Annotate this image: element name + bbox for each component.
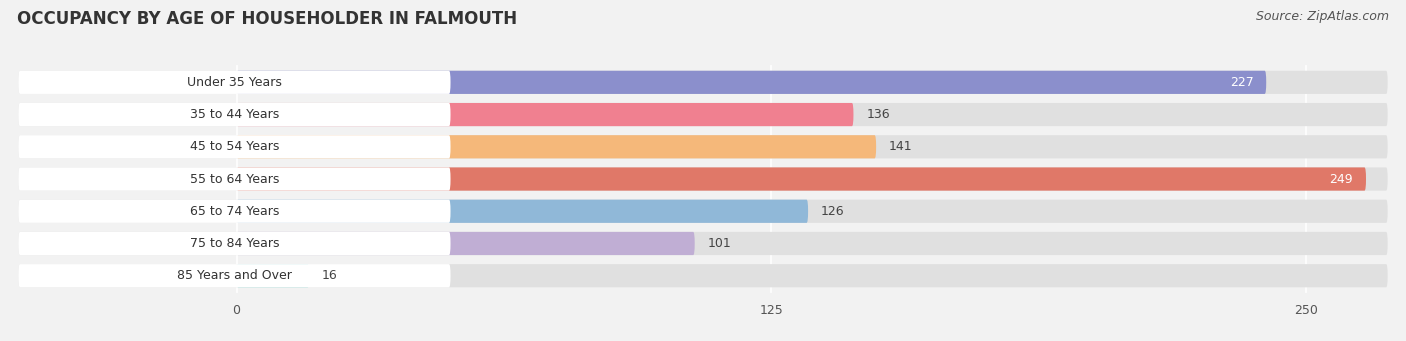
Text: 55 to 64 Years: 55 to 64 Years: [190, 173, 280, 186]
FancyBboxPatch shape: [236, 135, 876, 159]
Text: 136: 136: [866, 108, 890, 121]
Text: 141: 141: [889, 140, 912, 153]
FancyBboxPatch shape: [236, 103, 853, 126]
FancyBboxPatch shape: [236, 199, 808, 223]
Text: 16: 16: [322, 269, 337, 282]
Text: Under 35 Years: Under 35 Years: [187, 76, 281, 89]
FancyBboxPatch shape: [18, 264, 450, 287]
FancyBboxPatch shape: [18, 135, 450, 159]
Text: 65 to 74 Years: 65 to 74 Years: [190, 205, 280, 218]
FancyBboxPatch shape: [18, 199, 450, 223]
FancyBboxPatch shape: [18, 199, 1388, 223]
FancyBboxPatch shape: [18, 167, 450, 191]
Text: 35 to 44 Years: 35 to 44 Years: [190, 108, 278, 121]
Text: 75 to 84 Years: 75 to 84 Years: [190, 237, 280, 250]
FancyBboxPatch shape: [236, 264, 309, 287]
FancyBboxPatch shape: [236, 71, 1267, 94]
Text: 126: 126: [821, 205, 845, 218]
FancyBboxPatch shape: [18, 232, 450, 255]
Text: 85 Years and Over: 85 Years and Over: [177, 269, 292, 282]
FancyBboxPatch shape: [236, 232, 695, 255]
Text: 227: 227: [1230, 76, 1253, 89]
FancyBboxPatch shape: [18, 167, 1388, 191]
FancyBboxPatch shape: [236, 167, 1367, 191]
FancyBboxPatch shape: [18, 103, 1388, 126]
FancyBboxPatch shape: [18, 71, 450, 94]
FancyBboxPatch shape: [18, 264, 1388, 287]
Text: 45 to 54 Years: 45 to 54 Years: [190, 140, 280, 153]
Text: 249: 249: [1330, 173, 1353, 186]
Text: OCCUPANCY BY AGE OF HOUSEHOLDER IN FALMOUTH: OCCUPANCY BY AGE OF HOUSEHOLDER IN FALMO…: [17, 10, 517, 28]
Text: 101: 101: [707, 237, 731, 250]
FancyBboxPatch shape: [18, 232, 1388, 255]
Text: Source: ZipAtlas.com: Source: ZipAtlas.com: [1256, 10, 1389, 23]
FancyBboxPatch shape: [18, 71, 1388, 94]
FancyBboxPatch shape: [18, 103, 450, 126]
FancyBboxPatch shape: [18, 135, 1388, 159]
